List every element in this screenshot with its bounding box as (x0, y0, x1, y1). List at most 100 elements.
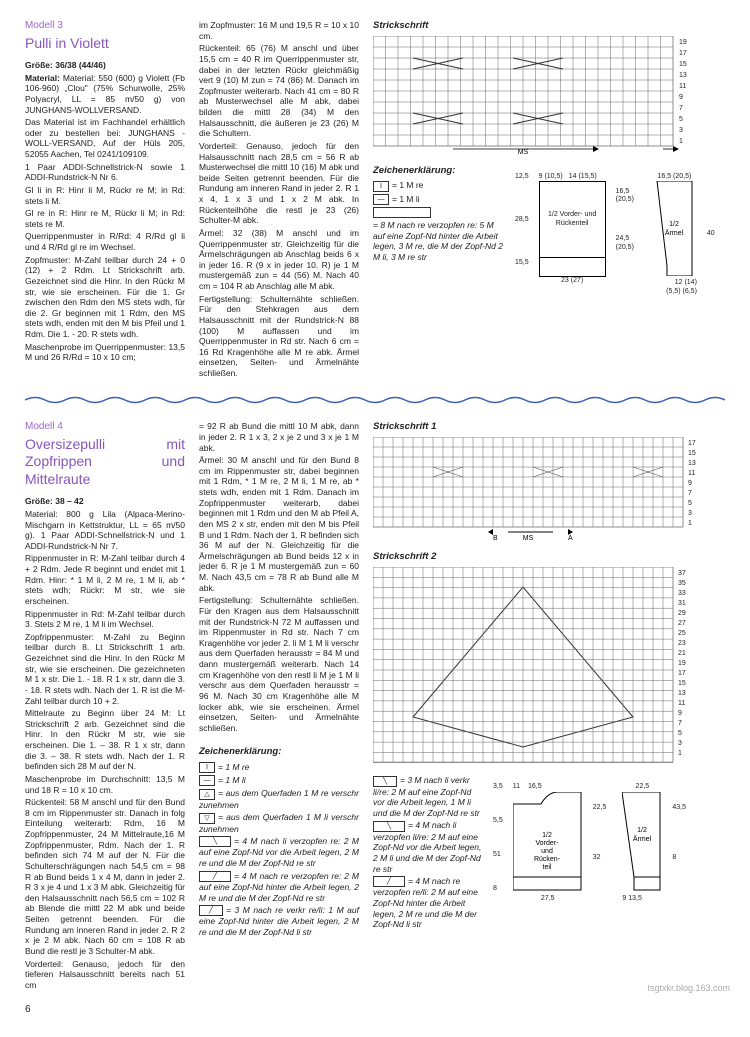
svg-text:21: 21 (678, 650, 686, 657)
legend3 (373, 207, 503, 218)
svg-text:Rücken-: Rücken- (534, 856, 561, 863)
m4-num: Modell 4 (25, 421, 185, 434)
m4-l10: ╱= 4 M nach re verzopfen re/li: 2 M auf … (373, 876, 483, 930)
svg-text:9: 9 (679, 94, 683, 101)
m3-mat: Material: Material: 550 (600) g Violett … (25, 73, 185, 116)
svg-text:15: 15 (678, 680, 686, 687)
svg-text:1/2: 1/2 (669, 221, 679, 228)
svg-text:27: 27 (678, 620, 686, 627)
ms-label: MS (518, 149, 529, 156)
legend2: —= 1 M li (373, 194, 503, 205)
svg-text:17: 17 (688, 440, 696, 447)
m3-title: Pulli in Violett (25, 35, 185, 53)
svg-text:5: 5 (678, 730, 682, 737)
m3-gl1: Gl li in R: Hinr li M, Rückr re M; in Rd… (25, 185, 185, 206)
m4-l7: ╱= 3 M nach re verkr re/li: 1 M auf eine… (199, 905, 359, 938)
svg-text:B: B (493, 535, 498, 542)
svg-text:3: 3 (679, 127, 683, 134)
svg-text:13: 13 (678, 690, 686, 697)
svg-text:9: 9 (688, 480, 692, 487)
m3-size: Größe: 36/38 (44/46) (25, 60, 106, 70)
svg-text:13: 13 (679, 72, 687, 79)
m4-schematic: 3,55,5 518 1116,5 1/2 Vorder- und Rücken… (493, 783, 686, 932)
svg-text:19: 19 (679, 39, 687, 46)
svg-text:9: 9 (678, 710, 682, 717)
m4-title: Oversizepulli mit Zopfrippen und Mittelr… (25, 436, 185, 489)
m4-ripp1: Rippenmuster in R: M-Zahl teilbar durch … (25, 553, 185, 606)
page-number: 6 (25, 1004, 725, 1017)
svg-text:5: 5 (679, 116, 683, 123)
m3-zopf2: im Zopfmuster: 16 M und 19,5 R = 10 x 10… (199, 20, 359, 41)
svg-text:5: 5 (688, 500, 692, 507)
m3-ruck: Rückenteil: 65 (76) M anschl und über 15… (199, 43, 359, 139)
svg-text:A: A (568, 535, 573, 542)
m4-mat: Material: 800 g Lila (Alpaca-Merino-Misc… (25, 509, 185, 552)
svg-text:11: 11 (678, 700, 685, 707)
svg-text:1: 1 (678, 750, 682, 757)
m3-quer: Querrippenmuster in R/Rd: 4 R/Rd gl li u… (25, 231, 185, 252)
svg-text:17: 17 (678, 670, 686, 677)
svg-text:Vorder-: Vorder- (535, 840, 559, 847)
m3-diagrams: Strickschrift 191715 13119 753 1 MS Zeic… (373, 20, 715, 381)
m3-vord: Vorderteil: Genauso, jedoch für den Hals… (199, 141, 359, 226)
m4-s1-head: Strickschrift 1 (373, 421, 713, 433)
m4-mitt: Mittelraute zu Beginn über 24 M: Lt Stri… (25, 708, 185, 772)
svg-text:11: 11 (679, 83, 686, 90)
m4-s2-head: Strickschrift 2 (373, 551, 713, 563)
svg-text:17: 17 (679, 50, 687, 57)
m4-ruck: Rückenteil: 58 M anschl und für den Bund… (25, 797, 185, 956)
m4-ripp2: Rippenmuster in Rd: M-Zahl teilbar durch… (25, 609, 185, 630)
m3-zopf: Zopfmuster: M-Zahl teilbar durch 24 + 0 … (25, 255, 185, 340)
svg-text:Ärmel: Ärmel (665, 229, 684, 237)
m4-fert: Fertigstellung: Schulternähte schließen.… (199, 595, 359, 733)
svg-text:und: und (541, 848, 553, 855)
svg-text:1: 1 (688, 520, 692, 527)
m4-zopfr: Zopfrippenmuster: M-Zahl zu Beginn teilb… (25, 632, 185, 706)
m3-gl2: Gl re in R: Hinr re M, Rückr li M; in Rd… (25, 208, 185, 229)
legend3-text: = 8 M nach re verzopfen re: 5 M auf eine… (373, 220, 503, 263)
wave-divider (25, 395, 725, 408)
svg-text:25: 25 (678, 630, 686, 637)
m4-chart1: 171513 1197 531 B MS A (373, 437, 703, 542)
m4-l4: ▽= aus dem Querfaden 1 M li verschr zune… (199, 812, 359, 834)
svg-text:15: 15 (679, 61, 687, 68)
svg-text:23: 23 (678, 640, 686, 647)
m3-mat3: 1 Paar ADDI-Schnellstrick-N sowie 1 ADDI… (25, 162, 185, 183)
m4-masch: Maschenprobe im Durchschnitt: 13,5 M und… (25, 774, 185, 795)
svg-text:7: 7 (678, 720, 682, 727)
svg-text:1: 1 (679, 138, 683, 145)
watermark: tsgtxkr.blog.163.com (647, 983, 730, 994)
m4-size: Größe: 38 – 42 (25, 496, 84, 506)
m4-l3: △= aus dem Querfaden 1 M re verschr zune… (199, 788, 359, 810)
m3-chart: 19 17 15 13 11 9 7 5 3 1 MS (373, 36, 703, 156)
m4-diagrams: Strickschrift 1 171513 1197 531 B MS A S… (373, 421, 713, 992)
svg-text:13: 13 (688, 460, 696, 467)
m4-l9: ╲= 4 M nach li verzopfen li/re: 2 M auf … (373, 820, 483, 874)
m4-col2: = 92 R ab Bund die mittl 10 M abk, dann … (199, 421, 359, 992)
m4-vord: Vorderteil: Genauso, jedoch für den tief… (25, 959, 185, 991)
m3-zeich-head: Zeichenerklärung: (373, 165, 503, 177)
svg-text:31: 31 (678, 600, 686, 607)
m4-chart2: 373533 312927 252321 191715 13119 753 1 (373, 567, 703, 767)
svg-text:3: 3 (678, 740, 682, 747)
svg-text:Ärmel: Ärmel (633, 835, 652, 843)
m4-zeich-head: Zeichenerklärung: (199, 746, 359, 758)
m4-arm: Ärmel: 30 M anschl und für den Bund 8 cm… (199, 455, 359, 593)
svg-text:1/2: 1/2 (637, 827, 647, 834)
svg-text:1/2: 1/2 (542, 832, 552, 839)
m4-l6: ╱= 4 M nach re verzopfen re: 2 M auf ein… (199, 871, 359, 904)
m3-arm: Ärmel: 32 (38) M anschl und im Querrippe… (199, 228, 359, 292)
m3-schematic: 12,528,515,5 9 (10,5)14 (15,5) 1/2 Vorde… (515, 173, 715, 297)
m3-mat2: Das Material ist im Fachhandel erhältlic… (25, 117, 185, 160)
svg-text:teil: teil (542, 864, 551, 871)
m3-col2: im Zopfmuster: 16 M und 19,5 R = 10 x 10… (199, 20, 359, 381)
svg-text:35: 35 (678, 580, 686, 587)
svg-text:7: 7 (679, 105, 683, 112)
m4-l1: I= 1 M re (199, 762, 359, 773)
svg-text:29: 29 (678, 610, 686, 617)
svg-text:37: 37 (678, 570, 686, 577)
m3-masch: Maschenprobe im Querrippenmuster: 13,5 M… (25, 342, 185, 363)
svg-text:11: 11 (688, 470, 695, 477)
m4-col1: Modell 4 Oversizepulli mit Zopfrippen un… (25, 421, 185, 992)
svg-text:33: 33 (678, 590, 686, 597)
